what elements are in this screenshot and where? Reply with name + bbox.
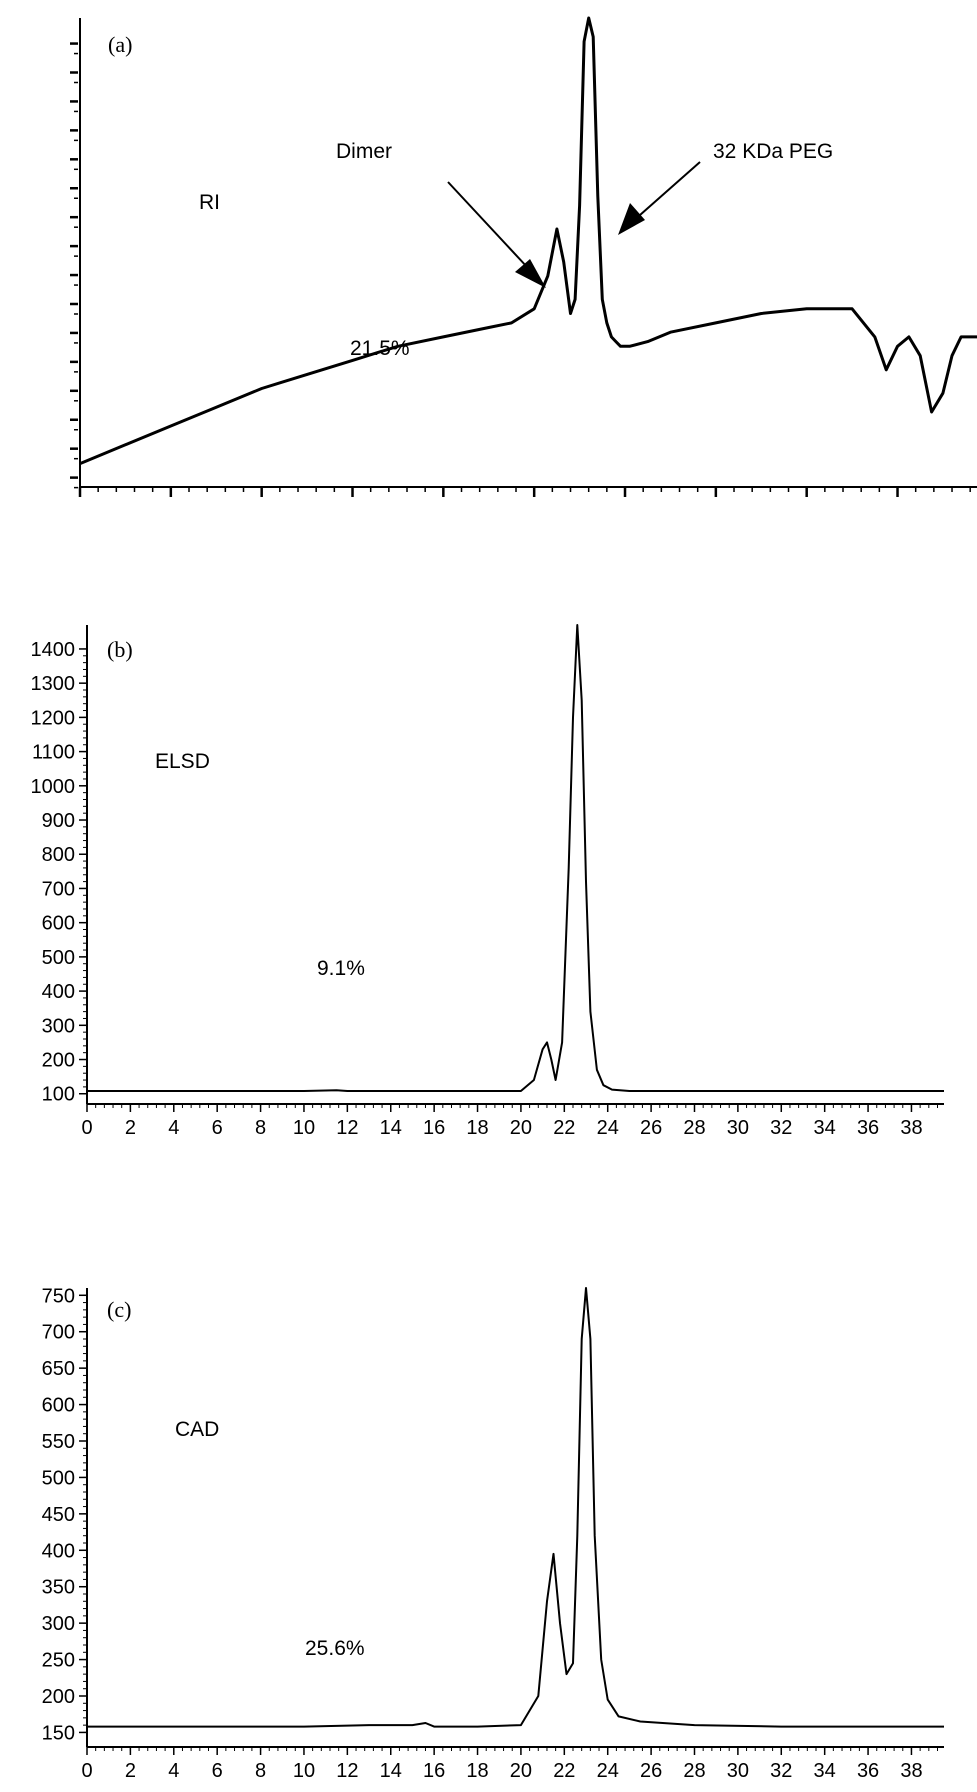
x-tick-label: 4 <box>168 1760 179 1782</box>
dimer-arrow-label: Dimer <box>336 140 392 163</box>
panel-b-label: (b) <box>107 637 133 662</box>
y-tick-label: 200 <box>42 1686 75 1708</box>
x-tick-label: 14 <box>380 1117 402 1139</box>
panel-a-percent-label: 21.5% <box>350 337 410 360</box>
x-tick-label: 22 <box>553 1117 575 1139</box>
x-tick-label: 22 <box>553 1760 575 1782</box>
panel-c-percent-label: 25.6% <box>305 1637 365 1660</box>
y-tick-label: 150 <box>42 1722 75 1744</box>
y-tick-label: 200 <box>42 1050 75 1072</box>
x-tick-label: 10 <box>293 1117 315 1139</box>
x-tick-label: 24 <box>597 1117 619 1139</box>
peg-arrow <box>618 161 701 235</box>
x-tick-label: 28 <box>683 1117 705 1139</box>
y-tick-label: 250 <box>42 1650 75 1672</box>
y-tick-label: 600 <box>42 913 75 935</box>
panel-b-elsd: 1002003004005006007008009001000110012001… <box>31 624 944 1139</box>
y-tick-label: 650 <box>42 1358 75 1380</box>
x-tick-label: 6 <box>212 1760 223 1782</box>
y-tick-label: 1100 <box>32 742 75 764</box>
x-tick-label: 36 <box>857 1117 879 1139</box>
y-tick-label: 300 <box>42 1613 75 1635</box>
y-tick-label: 500 <box>42 947 75 969</box>
x-tick-label: 32 <box>770 1760 792 1782</box>
x-tick-label: 38 <box>900 1117 922 1139</box>
x-tick-label: 18 <box>466 1117 488 1139</box>
x-tick-label: 16 <box>423 1117 445 1139</box>
panel-a-ri: (a) RI 21.5% Dimer 32 KDa PEG <box>70 16 977 497</box>
y-tick-label: 550 <box>42 1431 75 1453</box>
panel-a-label: (a) <box>108 32 132 57</box>
y-tick-label: 1200 <box>31 707 76 729</box>
y-tick-label: 300 <box>42 1015 75 1037</box>
y-tick-label: 100 <box>42 1084 75 1106</box>
x-tick-label: 2 <box>125 1760 136 1782</box>
x-tick-label: 8 <box>255 1760 266 1782</box>
x-tick-label: 36 <box>857 1760 879 1782</box>
y-tick-label: 700 <box>42 878 75 900</box>
x-tick-label: 0 <box>81 1760 92 1782</box>
panel-b-elsd-trace <box>87 624 944 1092</box>
x-tick-label: 10 <box>293 1760 315 1782</box>
y-tick-label: 400 <box>42 981 75 1003</box>
panel-c-cad-trace <box>87 1287 944 1728</box>
x-tick-label: 6 <box>212 1117 223 1139</box>
x-tick-label: 28 <box>683 1760 705 1782</box>
y-tick-label: 600 <box>42 1395 75 1417</box>
x-tick-label: 30 <box>727 1760 749 1782</box>
panel-b-detector-label: ELSD <box>155 750 210 773</box>
x-tick-label: 4 <box>168 1117 179 1139</box>
y-tick-label: 700 <box>42 1322 75 1344</box>
y-tick-label: 1000 <box>31 776 76 798</box>
x-tick-label: 2 <box>125 1117 136 1139</box>
panel-c-label: (c) <box>107 1297 131 1322</box>
dimer-arrow <box>447 181 546 288</box>
panel-a-ri-trace <box>79 16 977 465</box>
x-tick-label: 26 <box>640 1760 662 1782</box>
x-tick-label: 34 <box>814 1760 836 1782</box>
y-tick-label: 750 <box>42 1285 75 1307</box>
panel-c-detector-label: CAD <box>175 1418 219 1441</box>
y-tick-label: 350 <box>42 1577 75 1599</box>
x-tick-label: 30 <box>727 1117 749 1139</box>
x-tick-label: 26 <box>640 1117 662 1139</box>
x-tick-label: 16 <box>423 1760 445 1782</box>
panel-a-detector-label: RI <box>199 191 220 214</box>
x-tick-label: 38 <box>900 1760 922 1782</box>
y-tick-label: 1300 <box>31 673 76 695</box>
x-tick-label: 14 <box>380 1760 402 1782</box>
x-tick-label: 34 <box>814 1117 836 1139</box>
x-tick-label: 0 <box>81 1117 92 1139</box>
y-tick-label: 500 <box>42 1467 75 1489</box>
x-tick-label: 32 <box>770 1117 792 1139</box>
x-tick-label: 24 <box>597 1760 619 1782</box>
x-tick-label: 12 <box>336 1117 358 1139</box>
y-tick-label: 1400 <box>31 639 76 661</box>
panel-c-cad: 150200250300350400450500550600650700750 … <box>42 1285 944 1782</box>
y-tick-label: 800 <box>42 844 75 866</box>
x-tick-label: 18 <box>466 1760 488 1782</box>
x-tick-label: 20 <box>510 1760 532 1782</box>
panel-b-percent-label: 9.1% <box>317 957 365 980</box>
x-tick-label: 8 <box>255 1117 266 1139</box>
y-tick-label: 900 <box>42 810 75 832</box>
y-tick-label: 400 <box>42 1540 75 1562</box>
y-tick-label: 450 <box>42 1504 75 1526</box>
x-tick-label: 12 <box>336 1760 358 1782</box>
x-tick-label: 20 <box>510 1117 532 1139</box>
peg-arrow-label: 32 KDa PEG <box>713 140 833 163</box>
